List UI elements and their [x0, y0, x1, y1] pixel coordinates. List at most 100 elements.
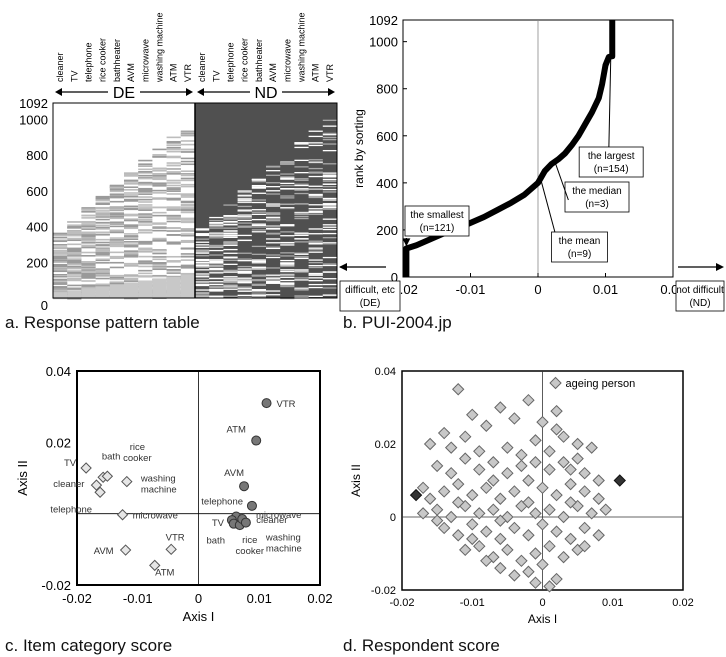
de-cell: [138, 163, 153, 165]
de-cell: [152, 189, 167, 192]
de-cell: [180, 194, 195, 197]
de-cell: [67, 297, 82, 300]
arrowhead: [186, 88, 193, 96]
nd-cell: [195, 249, 210, 251]
nd-cell: [294, 166, 309, 168]
de-cell: [124, 195, 139, 198]
de-cell: [67, 250, 82, 252]
nd-cell: [251, 279, 266, 282]
de-cell: [124, 186, 139, 189]
respondent-marker: [501, 543, 514, 557]
nd-cell: [223, 280, 238, 282]
de-cell: [109, 215, 124, 218]
de-cell: [138, 183, 153, 186]
de-cell: [67, 261, 82, 263]
column-label: AVM: [126, 63, 136, 82]
de-cell: [81, 207, 96, 209]
group-label-bg: [108, 84, 140, 100]
respondent-marker: [444, 466, 458, 480]
de-cell: [81, 223, 96, 226]
y-tick-label: 800: [26, 148, 48, 163]
nd-cell: [209, 223, 224, 225]
nd-cell: [322, 278, 337, 280]
de-cell: [53, 240, 68, 243]
nd-cell: [322, 203, 337, 206]
de-cell: [166, 206, 181, 208]
nd-cell: [209, 244, 224, 247]
de-cell: [180, 253, 195, 255]
de-cell: [124, 252, 139, 254]
de-box: [339, 280, 401, 312]
de-cell: [109, 240, 124, 243]
y-tick-label: 0.04: [46, 364, 71, 379]
nd-cell: [308, 247, 323, 249]
de-item-marker: [101, 470, 114, 482]
caption-d: d. Respondent score: [343, 636, 500, 655]
y-tick-label: -0.02: [371, 585, 396, 597]
de-cell: [95, 272, 110, 274]
de-cell: [95, 210, 110, 212]
nd-cell: [237, 268, 252, 270]
nd-cell: [195, 229, 210, 231]
nd-cell: [237, 239, 252, 242]
column-label: TV: [69, 70, 79, 82]
de-cell: [180, 265, 195, 268]
de-cell: [67, 247, 82, 250]
de-cell: [124, 243, 139, 245]
de-item-marker: [116, 509, 129, 521]
nd-cell: [237, 222, 252, 224]
de-cell: [152, 223, 167, 225]
nd-item-label: rice: [242, 535, 257, 546]
nd-cell: [237, 279, 252, 281]
nd-cell: [294, 277, 309, 279]
respondent-marker: [550, 404, 563, 418]
de-cell: [180, 196, 195, 198]
de-cell: [166, 207, 181, 210]
nd-cell: [251, 289, 266, 291]
de-cell: [95, 216, 110, 218]
nd-cell: [280, 225, 295, 227]
de-cell: [180, 229, 195, 231]
nd-cell: [280, 173, 295, 175]
column-label: cleaner: [55, 52, 65, 82]
nd-cell: [280, 188, 295, 190]
de-cell: [67, 265, 82, 268]
de-cell: [124, 274, 139, 276]
nd-cell: [266, 193, 281, 195]
de-cell: [67, 224, 82, 227]
de-cell: [67, 279, 82, 282]
legend-marker: [549, 376, 562, 390]
de-cell: [95, 231, 110, 234]
de-cell: [95, 274, 110, 276]
nd-box: [675, 280, 725, 312]
nd-item-label: telephone: [201, 497, 243, 508]
de-cell: [81, 239, 96, 242]
nd-cell: [223, 269, 238, 272]
nd-cell: [251, 260, 266, 263]
de-cell: [109, 257, 124, 260]
de-cell: [152, 266, 167, 269]
nd-cell: [251, 284, 266, 286]
nd-cell: [209, 266, 224, 268]
nd-cell: [251, 229, 266, 231]
arrowhead: [402, 238, 411, 247]
de-cell: [95, 248, 110, 251]
nd-cell: [322, 132, 337, 135]
de-cell: [180, 177, 195, 180]
y-tick-label: 600: [26, 184, 48, 199]
respondent-marker: [543, 463, 556, 476]
nd-cell: [322, 191, 337, 193]
median-label: the median: [572, 186, 621, 197]
de-cell: [180, 170, 195, 172]
de-cell: [166, 179, 181, 182]
nd-cell: [195, 289, 210, 291]
nd-cell: [209, 277, 224, 280]
de-cell: [152, 154, 167, 156]
respondent-marker: [522, 474, 535, 487]
nd-cell: [195, 263, 210, 265]
nd-cell: [280, 284, 295, 286]
de-cell: [124, 179, 139, 182]
nd-item-marker: [251, 435, 262, 446]
respondent-marker: [529, 507, 542, 520]
de-cell: [53, 252, 68, 255]
